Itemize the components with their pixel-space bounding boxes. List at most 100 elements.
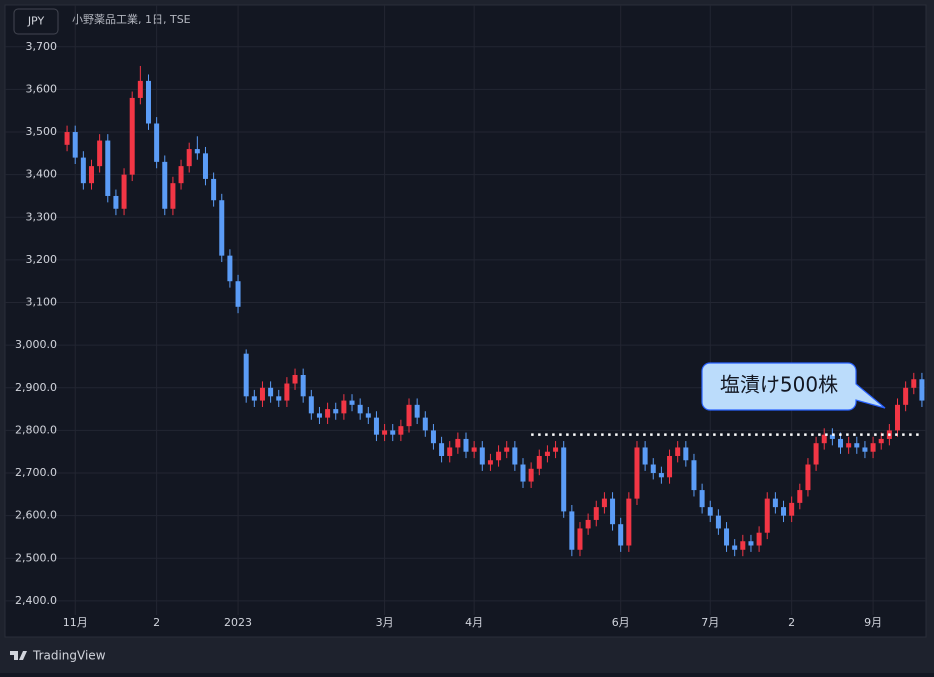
candle-body (398, 426, 404, 435)
candle-body (219, 200, 225, 256)
candle-body (284, 383, 290, 401)
candle-body (194, 149, 200, 154)
x-tick-label: 6月 (612, 616, 630, 629)
candle-body (137, 80, 143, 98)
candle-body (455, 438, 461, 448)
candle-body (349, 400, 355, 405)
candle-body (911, 379, 917, 388)
x-tick-label: 3月 (376, 616, 394, 629)
candle-body (447, 447, 453, 456)
candle-body (341, 400, 347, 414)
candle-body (813, 443, 819, 465)
y-tick-label: 2,400.0 (15, 594, 57, 607)
candle-body (430, 430, 436, 444)
candle-body (308, 396, 314, 414)
candle-body (463, 438, 469, 452)
candle-body (316, 413, 322, 418)
callout-bubble (701, 362, 886, 411)
candle-body (667, 455, 673, 478)
candle-body (162, 161, 168, 209)
candle-body (154, 123, 160, 162)
y-tick-label: 2,800.0 (15, 423, 57, 436)
candle-body (105, 140, 111, 196)
candle-body (113, 195, 119, 209)
candle-body (610, 498, 616, 525)
candle-body (496, 451, 502, 461)
candle-body (870, 443, 876, 452)
y-tick-label: 3,700 (26, 40, 58, 53)
candle-body (178, 166, 184, 184)
callout-text: 塩漬け500株 (720, 373, 838, 397)
candle-body (838, 438, 844, 448)
candle-body (325, 409, 331, 418)
candle-body (202, 153, 208, 179)
x-tick-label: 9月 (864, 616, 882, 629)
candle-body (618, 524, 624, 546)
currency[interactable]: JPY (27, 15, 45, 28)
candle-body (211, 178, 217, 201)
candle-body (365, 413, 371, 418)
candle-body (512, 447, 518, 465)
candle-body (243, 353, 249, 397)
x-tick-label: 11月 (63, 616, 88, 629)
candle-body (789, 502, 795, 516)
candle-body (553, 447, 559, 452)
candle-body (626, 498, 632, 546)
candle-body (829, 434, 835, 439)
candle-body (675, 447, 681, 456)
candle-body (170, 183, 176, 209)
candle-body (577, 528, 583, 550)
y-tick-label: 3,000.0 (15, 338, 57, 351)
chart-panel (4, 4, 927, 638)
candle-body (406, 404, 412, 427)
candle-body (382, 430, 388, 435)
x-tick-label: 2 (788, 616, 795, 629)
x-tick-label: 7月 (701, 616, 719, 629)
candle-body (72, 132, 78, 158)
y-tick-label: 3,100 (26, 296, 58, 309)
candle-body (145, 80, 151, 124)
candle-body (487, 460, 493, 465)
currency-button[interactable] (13, 8, 59, 35)
candle-body (821, 434, 827, 444)
candle-body (439, 443, 445, 456)
candle-body (593, 507, 599, 520)
y-tick-label: 2,900.0 (15, 381, 57, 394)
candle-body (650, 464, 656, 474)
candle-body (724, 528, 730, 546)
candle-body (259, 387, 265, 401)
candle-body (300, 374, 306, 397)
candle-body (601, 498, 607, 508)
candle-body (740, 541, 746, 550)
candle-body (129, 97, 135, 175)
y-tick-label: 3,200 (26, 253, 58, 266)
candle-body (764, 498, 770, 533)
candle-body (520, 464, 526, 482)
candle-body (642, 447, 648, 465)
candle-body (422, 417, 428, 431)
chart-title: 小野薬品工業, 1日, TSE (72, 13, 191, 26)
candle-body (88, 166, 94, 184)
candle-body (781, 507, 787, 516)
candle-body (227, 255, 233, 282)
candle-body (805, 464, 811, 491)
candle-body (536, 455, 542, 469)
candle-body (707, 507, 713, 516)
candle-body (919, 379, 925, 401)
candle-body (658, 473, 664, 478)
candle-body (634, 447, 640, 499)
candle-body (479, 447, 485, 465)
candle-body (528, 468, 534, 482)
candle-body (561, 447, 567, 512)
candle-body (121, 174, 127, 209)
candle-body (691, 460, 697, 491)
candle-body (292, 374, 298, 384)
candle-body (544, 451, 550, 456)
y-tick-label: 3,300 (26, 210, 58, 223)
candle-body (333, 409, 339, 414)
candle-body (715, 515, 721, 529)
candle-body (64, 132, 70, 145)
y-tick-label: 3,400 (26, 168, 58, 181)
candle-body (862, 447, 868, 452)
candle-body (585, 519, 591, 529)
